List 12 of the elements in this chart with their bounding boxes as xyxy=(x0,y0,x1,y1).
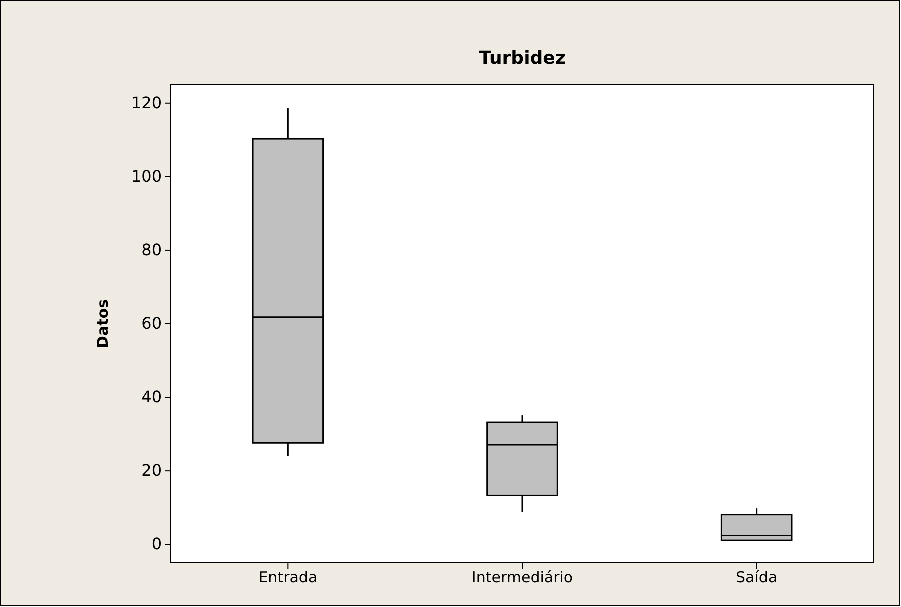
y-tick-label: 120 xyxy=(131,94,162,113)
y-tick-label: 20 xyxy=(142,461,162,480)
chart-title: Turbidez xyxy=(479,48,566,69)
y-tick-label: 60 xyxy=(142,314,162,334)
y-tick-label: 40 xyxy=(142,388,162,407)
x-tick-label: Intermediário xyxy=(472,568,574,587)
x-tick-label: Entrada xyxy=(258,568,318,587)
y-tick-label: 80 xyxy=(142,240,162,260)
y-axis-title: Datos xyxy=(94,299,112,348)
y-tick-label: 100 xyxy=(131,167,162,186)
x-tick-label: Saída xyxy=(736,568,778,587)
y-tick-label: 0 xyxy=(152,534,162,554)
